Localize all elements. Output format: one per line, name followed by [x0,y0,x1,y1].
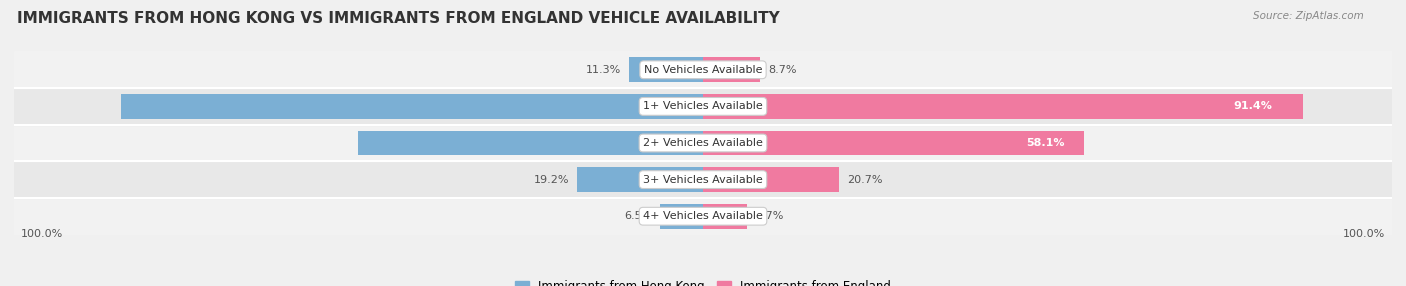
Text: 11.3%: 11.3% [586,65,621,75]
Text: 19.2%: 19.2% [534,175,569,184]
Bar [703,167,839,192]
Text: 100.0%: 100.0% [21,229,63,239]
Text: 58.1%: 58.1% [1026,138,1066,148]
Text: 100.0%: 100.0% [1343,229,1385,239]
Bar [359,130,703,156]
Bar [14,88,1392,125]
Text: Source: ZipAtlas.com: Source: ZipAtlas.com [1253,11,1364,21]
Text: No Vehicles Available: No Vehicles Available [644,65,762,75]
Text: 91.4%: 91.4% [1234,102,1272,111]
Bar [576,167,703,192]
Bar [14,51,1392,88]
Text: 88.7%: 88.7% [673,102,713,111]
Bar [14,125,1392,161]
Text: 52.6%: 52.6% [686,138,724,148]
Text: IMMIGRANTS FROM HONG KONG VS IMMIGRANTS FROM ENGLAND VEHICLE AVAILABILITY: IMMIGRANTS FROM HONG KONG VS IMMIGRANTS … [17,11,779,26]
Text: 6.7%: 6.7% [755,211,783,221]
Bar [14,198,1392,235]
Text: 4+ Vehicles Available: 4+ Vehicles Available [643,211,763,221]
Bar [703,204,747,229]
Bar [628,57,703,82]
Bar [703,130,1084,156]
Text: 1+ Vehicles Available: 1+ Vehicles Available [643,102,763,111]
Bar [661,204,703,229]
Bar [703,94,1303,119]
Text: 8.7%: 8.7% [768,65,796,75]
Text: 20.7%: 20.7% [846,175,882,184]
Text: 2+ Vehicles Available: 2+ Vehicles Available [643,138,763,148]
Text: 3+ Vehicles Available: 3+ Vehicles Available [643,175,763,184]
Bar [14,161,1392,198]
Legend: Immigrants from Hong Kong, Immigrants from England: Immigrants from Hong Kong, Immigrants fr… [510,276,896,286]
Bar [703,57,761,82]
Bar [121,94,703,119]
Text: 6.5%: 6.5% [624,211,652,221]
